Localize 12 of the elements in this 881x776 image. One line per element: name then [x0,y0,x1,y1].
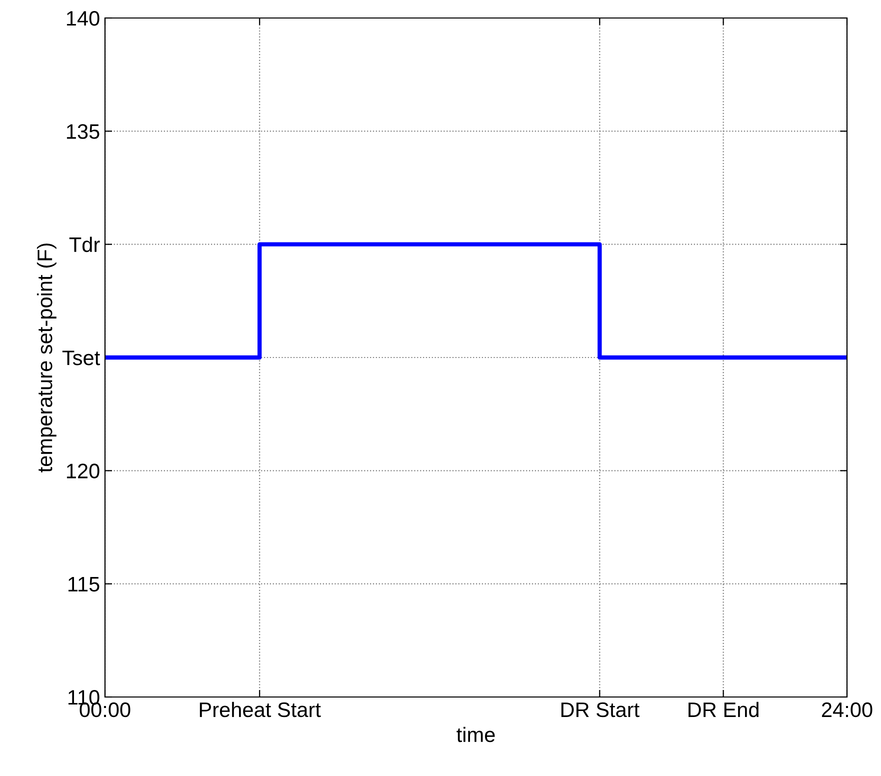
x-tick-label: Preheat Start [200,702,321,718]
y-tick-label: 140 [66,11,100,26]
y-tick-label: 115 [68,577,100,592]
x-tick-label: DR Start [561,702,640,718]
y-tick-label: Tdr [69,236,100,252]
y-tick-label: 120 [66,464,100,478]
y-tick-label: 135 [66,124,100,139]
x-tick-label: DR End [688,702,758,718]
y-tick-label: Tset [62,350,100,366]
y-axis-title: temperature set-point (F) [36,244,56,472]
x-axis-title: time [456,726,495,742]
x-tick-label: 24:00 [822,702,872,718]
